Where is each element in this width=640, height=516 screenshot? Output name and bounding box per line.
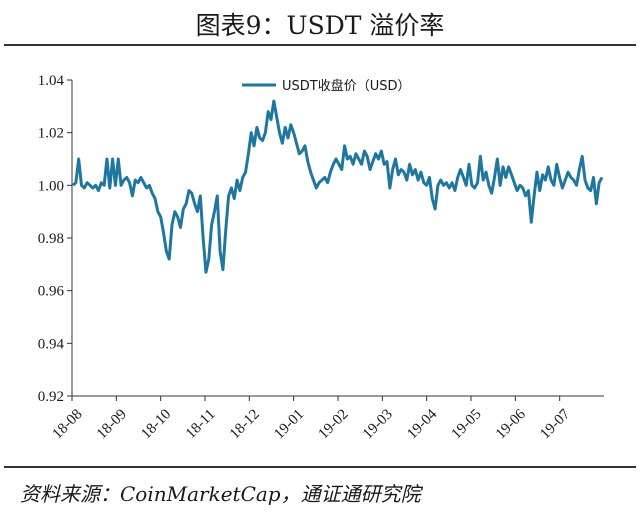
x-tick-label: 18-09 bbox=[94, 406, 130, 442]
x-tick-label: 19-07 bbox=[537, 406, 573, 442]
y-ticks: 0.92 0.94 0.96 0.98 1.00 1.02 1.04 bbox=[38, 73, 72, 405]
x-tick-label: 19-04 bbox=[404, 406, 440, 442]
x-tick-label: 19-05 bbox=[449, 406, 485, 442]
x-ticks: 18-08 18-09 18-10 18-11 18-12 19-01 19-02 19-03… bbox=[50, 396, 574, 442]
y-tick-label: 1.02 bbox=[38, 126, 64, 142]
y-tick-label: 0.92 bbox=[38, 389, 64, 405]
y-tick-label: 1.00 bbox=[38, 178, 64, 194]
source-note: 资料来源：CoinMarketCap，通证通研究院 bbox=[20, 482, 421, 506]
x-tick-label: 19-01 bbox=[271, 406, 307, 442]
x-tick-label: 19-03 bbox=[360, 406, 396, 442]
legend-label: USDT收盘价（USD） bbox=[282, 78, 411, 94]
y-tick-label: 1.04 bbox=[38, 73, 65, 89]
series-line-usdt-close bbox=[71, 99, 604, 274]
x-tick-label: 18-08 bbox=[50, 406, 86, 442]
x-tick-label: 18-11 bbox=[183, 406, 219, 442]
y-tick-label: 0.96 bbox=[38, 284, 65, 300]
legend: USDT收盘价（USD） bbox=[242, 78, 411, 94]
top-rule bbox=[4, 44, 636, 46]
x-tick-label: 18-10 bbox=[138, 406, 174, 442]
bottom-rule bbox=[4, 466, 636, 468]
x-tick-label: 19-02 bbox=[316, 406, 352, 442]
chart-title: 图表9：USDT 溢价率 bbox=[195, 11, 445, 40]
y-tick-label: 0.98 bbox=[38, 231, 64, 247]
x-tick-label: 18-12 bbox=[227, 406, 263, 442]
y-tick-label: 0.94 bbox=[38, 336, 65, 352]
x-tick-label: 19-06 bbox=[493, 406, 529, 442]
